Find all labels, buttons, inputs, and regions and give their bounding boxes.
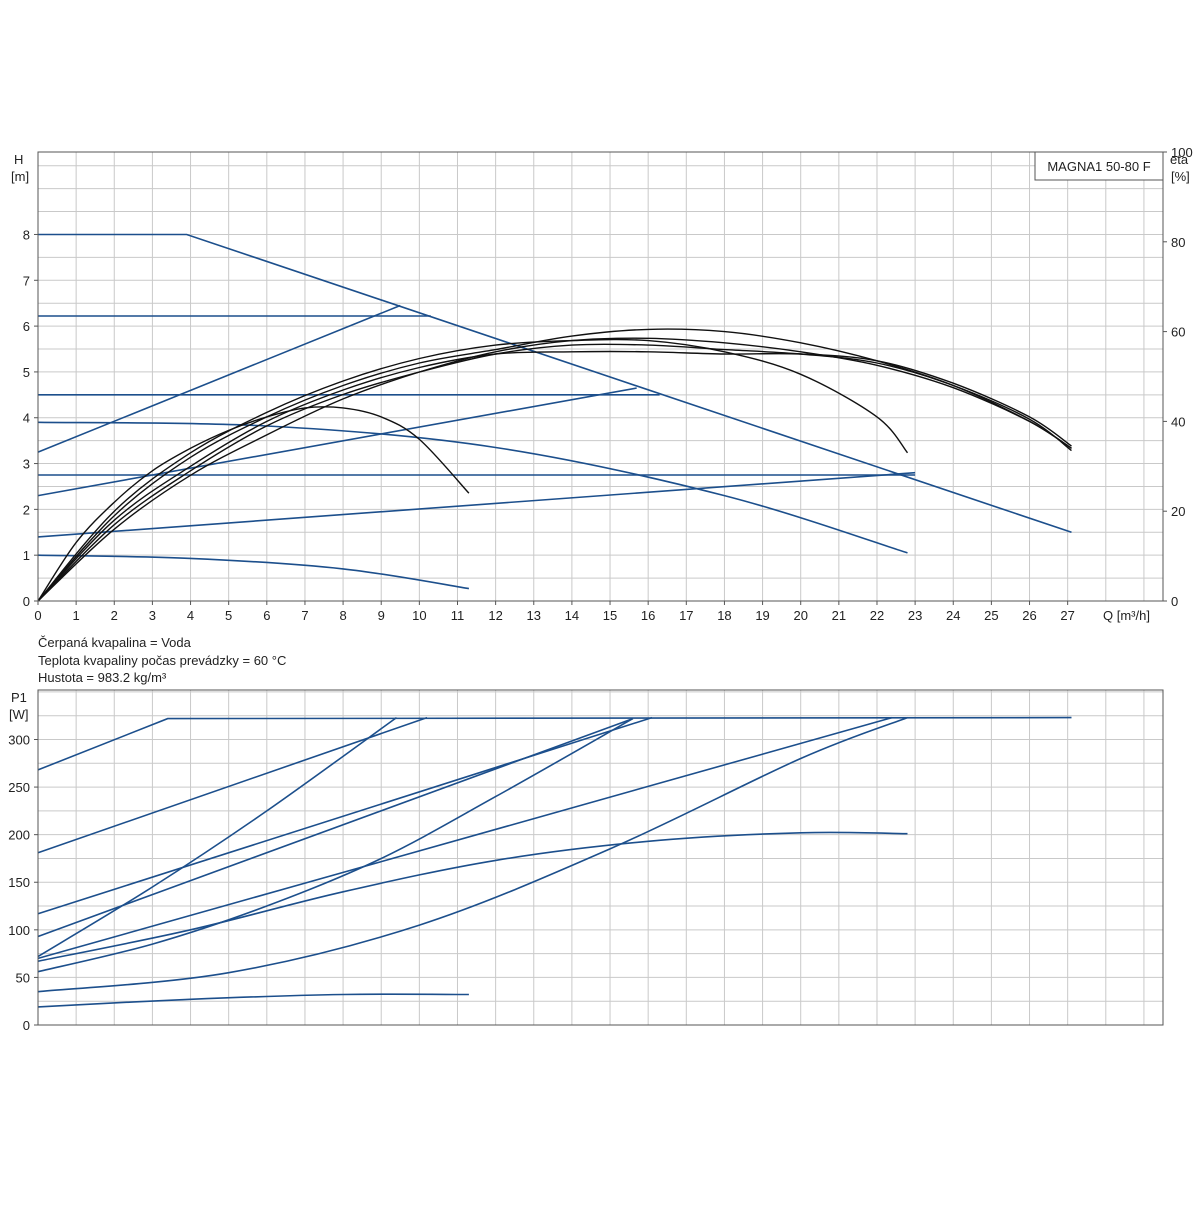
head-x-tick-label: 25 [984, 608, 998, 623]
head-x-tick-label: 4 [187, 608, 194, 623]
head-y-tick-label: 1 [23, 548, 30, 563]
head-x-tick-label: 24 [946, 608, 960, 623]
head-plot-frame [37, 151, 1164, 602]
legend-frame [1034, 151, 1164, 181]
head-x-tick-label: 0 [34, 608, 41, 623]
y2-axis-unit: [%] [1171, 169, 1190, 184]
power-curve [37, 716, 653, 915]
efficiency-curve [37, 337, 1072, 602]
power-y-tick-label: 100 [8, 923, 30, 938]
chart-title: MAGNA1 50-80 F [1047, 159, 1150, 174]
p1-axis-label: P1 [11, 690, 27, 705]
head-y-tick-label: 3 [23, 457, 30, 472]
y2-axis-label: eta [1170, 152, 1189, 167]
power-panel: 0 50 100 150 200 250 300 P1 [W] [8, 689, 1164, 1033]
head-x-tick-label: 14 [565, 608, 579, 623]
eta-y-tick-label: 40 [1171, 414, 1185, 429]
head-curve [37, 421, 908, 554]
power-curve [37, 716, 908, 993]
efficiency-curve [37, 350, 1072, 602]
head-y-tick-label: 8 [23, 227, 30, 242]
head-x-tick-label: 9 [378, 608, 385, 623]
head-x-tick-label: 8 [339, 608, 346, 623]
head-y-tick-label: 6 [23, 319, 30, 334]
power-curve [37, 831, 908, 962]
eta-y-tick-label: 0 [1171, 594, 1178, 609]
head-curves [37, 233, 1072, 602]
head-x-tick-label: 23 [908, 608, 922, 623]
head-x-tick-label: 16 [641, 608, 655, 623]
y-axis-unit: [m] [11, 169, 29, 184]
head-x-tick-label: 7 [301, 608, 308, 623]
power-curve [37, 716, 397, 958]
power-curve [37, 717, 634, 973]
p1-axis-unit: [W] [9, 707, 29, 722]
eta-y-tick-label: 60 [1171, 325, 1185, 340]
power-grid [37, 690, 1163, 1026]
power-y-tick-label: 200 [8, 828, 30, 843]
y-axis-label: H [14, 152, 23, 167]
head-curve [37, 554, 470, 590]
power-curve [37, 716, 1072, 771]
head-curve [37, 304, 401, 453]
head-curve [37, 471, 916, 538]
power-y-tick-label: 250 [8, 780, 30, 795]
efficiency-curve [37, 406, 470, 602]
power-y-tick-label: 50 [16, 970, 30, 985]
power-curve [37, 716, 893, 960]
head-x-tick-label: 18 [717, 608, 731, 623]
head-x-tick-label: 21 [832, 608, 846, 623]
head-x-tick-label: 27 [1060, 608, 1074, 623]
head-y-tick-label: 7 [23, 273, 30, 288]
head-x-tick-label: 3 [149, 608, 156, 623]
head-x-tick-label: 22 [870, 608, 884, 623]
power-curves [37, 716, 1072, 1008]
eta-y-tick-label: 100 [1171, 145, 1193, 160]
head-grid [37, 152, 1163, 602]
medium-info-fluid: Čerpaná kvapalina = Voda [38, 635, 192, 650]
head-x-tick-label: 2 [111, 608, 118, 623]
head-y-tick-label: 5 [23, 365, 30, 380]
medium-info-temperature: Teplota kvapaliny počas prevádzky = 60 °… [38, 653, 286, 668]
eta-y-tick-label: 80 [1171, 235, 1185, 250]
medium-info: Čerpaná kvapalina = Voda Teplota kvapali… [38, 635, 286, 685]
head-curve [37, 387, 637, 497]
power-plot-frame [37, 689, 1164, 1026]
head-x-tick-label: 13 [527, 608, 541, 623]
head-curve [38, 233, 1072, 534]
head-x-tick-label: 19 [755, 608, 769, 623]
head-x-tick-label: 26 [1022, 608, 1036, 623]
head-x-tick-label: 20 [793, 608, 807, 623]
power-curve [37, 717, 634, 938]
power-curve [37, 716, 428, 854]
head-y-tick-label: 0 [23, 594, 30, 609]
head-x-tick-label: 12 [488, 608, 502, 623]
power-axis-ticks: 0 50 100 150 200 250 300 [8, 732, 38, 1033]
medium-info-density: Hustota = 983.2 kg/m³ [38, 670, 167, 685]
head-x-tick-label: 10 [412, 608, 426, 623]
head-x-tick-label: 6 [263, 608, 270, 623]
head-x-tick-label: 15 [603, 608, 617, 623]
head-x-tick-label: 1 [73, 608, 80, 623]
efficiency-curve [37, 343, 1072, 602]
head-x-tick-label: 5 [225, 608, 232, 623]
power-y-tick-label: 0 [23, 1018, 30, 1033]
power-y-tick-label: 150 [8, 875, 30, 890]
head-x-tick-label: 17 [679, 608, 693, 623]
legend-box: MAGNA1 50-80 F [1034, 151, 1164, 181]
head-y-tick-label: 4 [23, 411, 30, 426]
power-y-tick-label: 300 [8, 732, 30, 747]
head-x-tick-label: 11 [451, 608, 465, 623]
power-curve [37, 993, 469, 1008]
efficiency-curve [37, 338, 909, 602]
eta-y-tick-label: 20 [1171, 504, 1185, 519]
head-y-tick-label: 2 [23, 502, 30, 517]
x-axis-label: Q [m³/h] [1103, 608, 1150, 623]
